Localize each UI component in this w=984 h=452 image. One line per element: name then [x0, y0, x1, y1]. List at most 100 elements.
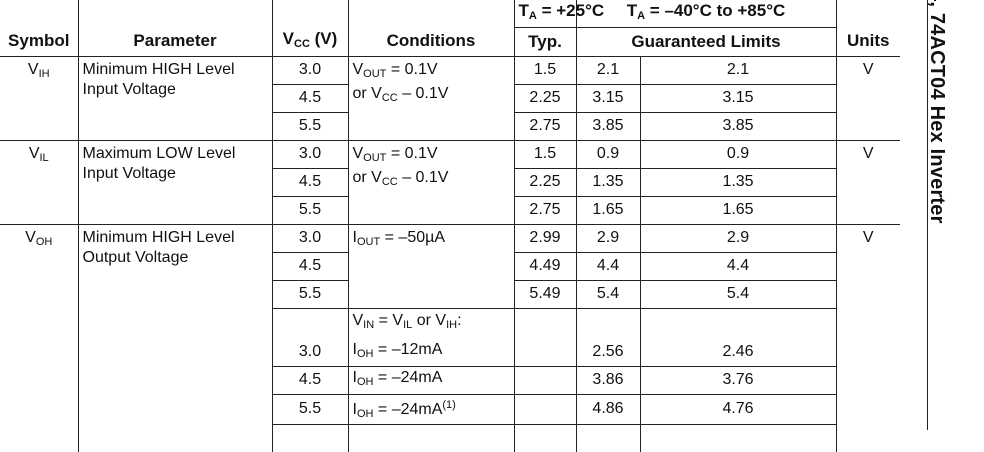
parameter-vil: Maximum LOW Level Input Voltage: [77, 140, 272, 224]
vcc-cell: 5.5: [271, 112, 348, 140]
header-ta-25: TA = +25°C: [513, 0, 604, 28]
table-row: 4.5 2.25 3.15 3.15: [0, 84, 901, 112]
limit-25-cell: 5.4: [575, 280, 640, 308]
vcc-cell: 3.0: [271, 338, 348, 366]
conditions-ioh-text: = –24mA: [377, 400, 443, 418]
table-row: 5.5 5.49 5.4 5.4: [0, 280, 901, 308]
conditions-vil-line2a: or V: [352, 168, 382, 186]
header-parameter: Parameter: [77, 27, 272, 56]
vcc-cell: 4.5: [271, 84, 348, 112]
typ-cell: 2.75: [513, 112, 576, 140]
parameter-vil-line2: Input Voltage: [82, 164, 176, 182]
table-row: 4.5 IOH = –24mA 3.86 3.76: [0, 366, 901, 394]
limit-range-cell: 2.9: [639, 224, 837, 252]
limit-25-cell: 1.65: [575, 196, 640, 224]
conditions-vil: VOUT = 0.1V or VCC – 0.1V: [347, 140, 514, 224]
units-voh: V: [835, 224, 901, 452]
parameter-voh: Minimum HIGH Level Output Voltage: [77, 224, 272, 452]
footnote-ref: (1): [442, 398, 456, 411]
table-row: 5.5 IOH = –24mA(1) 4.86 4.76: [0, 394, 901, 424]
dc-characteristics-table: TA = +25°C TA = –40°C to +85°C Symbol Pa…: [0, 0, 901, 452]
conditions-vih-line2a: or V: [352, 84, 382, 102]
header-symbol: Symbol: [8, 31, 70, 51]
limit-25-cell: 1.35: [575, 168, 640, 196]
conditions-ioh-text: = –24mA: [377, 369, 443, 386]
parameter-vih-line1: Minimum HIGH Level: [82, 60, 235, 78]
conditions-vin-a: = V: [378, 312, 404, 330]
vcc-cell: 3.0: [271, 140, 348, 168]
vcc-cell: 4.5: [271, 168, 348, 196]
units-vih: V: [835, 56, 901, 140]
limit-range-cell: 1.35: [639, 168, 837, 196]
table-row: VIH Minimum HIGH Level Input Voltage 3.0 …: [0, 56, 901, 140]
conditions-voh: IOUT = –50µA: [347, 224, 514, 308]
header-units: Units: [835, 27, 901, 56]
conditions-vin: VIN = VIL or VIH:: [347, 308, 514, 338]
symbol-voh: VOH: [25, 228, 53, 248]
vcc-cell: 4.5: [271, 252, 348, 280]
conditions-vin-c: :: [457, 312, 462, 330]
conditions-vih: VOUT = 0.1V or VCC – 0.1V: [347, 56, 514, 140]
limit-25-cell: 4.4: [575, 252, 640, 280]
typ-cell: 5.49: [513, 280, 576, 308]
typ-cell: 2.75: [513, 196, 576, 224]
conditions-vih-line1: = 0.1V: [390, 60, 438, 78]
limit-range-cell: 5.4: [639, 280, 837, 308]
parameter-vih: Minimum HIGH Level Input Voltage: [77, 56, 272, 140]
vcc-cell: 3.0: [271, 56, 348, 84]
header-conditions: Conditions: [347, 27, 514, 56]
limit-25-cell: 2.9: [575, 224, 640, 252]
typ-cell: 2.25: [513, 84, 576, 112]
conditions-ioh-text: = –12mA: [377, 340, 443, 358]
typ-cell: 4.49: [513, 252, 576, 280]
limit-range-cell: 2.46: [639, 338, 837, 366]
conditions-ioh: IOH = –24mA: [347, 366, 514, 394]
table-row: 3.0 IOH = –12mA 2.56 2.46: [0, 338, 900, 366]
limit-25-cell: 0.9: [575, 140, 640, 168]
header-ta-25-text: = +25°C: [541, 0, 605, 20]
typ-cell: 1.5: [513, 140, 576, 168]
header-vcc-unit: (V): [314, 28, 338, 48]
header-ta-range: TA = –40°C to +85°C: [575, 0, 837, 28]
conditions-vil-line1: = 0.1V: [390, 144, 438, 162]
side-title-text: 4, 74ACT04 Hex Inverter: [926, 0, 948, 224]
limit-25-cell: 2.1: [575, 56, 640, 84]
limit-range-cell: 3.15: [639, 84, 837, 112]
symbol-vil: VIL: [28, 144, 49, 164]
limit-range-cell: 1.65: [639, 196, 837, 224]
limit-range-cell: 2.1: [639, 56, 837, 84]
typ-cell: 2.99: [513, 224, 576, 252]
table-row: VOH Minimum HIGH Level Output Voltage 3.0…: [0, 224, 901, 452]
parameter-vih-line2: Input Voltage: [82, 80, 176, 98]
limit-range-cell: 3.85: [639, 112, 837, 140]
conditions-ioh: IOH = –12mA: [347, 338, 514, 366]
limit-25-cell: 3.15: [575, 84, 640, 112]
limit-range-cell: 4.76: [639, 394, 837, 424]
vcc-cell: 4.5: [271, 366, 348, 394]
limit-range-cell: 0.9: [639, 140, 837, 168]
conditions-vin-b: or V: [416, 312, 447, 330]
parameter-voh-line2: Output Voltage: [82, 248, 189, 266]
table-row: 4.5 4.49 4.4 4.4: [0, 252, 901, 280]
vcc-cell: 3.0: [271, 224, 348, 252]
header-guaranteed-limits: Guaranteed Limits: [575, 27, 837, 56]
side-title: 4, 74ACT04 Hex Inverter: [926, 0, 975, 430]
limit-25-cell: 3.86: [575, 366, 640, 394]
conditions-vil-line2b: – 0.1V: [402, 168, 449, 186]
limit-25-cell: 4.86: [575, 394, 640, 424]
limit-25-cell: 2.56: [575, 338, 640, 366]
units-vil: V: [835, 140, 901, 224]
vcc-cell: 5.5: [271, 280, 348, 308]
parameter-vil-line1: Maximum LOW Level: [82, 144, 236, 162]
header-vcc: VCC (V): [271, 27, 348, 56]
vcc-cell: 5.5: [271, 394, 348, 424]
table-row: VIN = VIL or VIH:: [0, 308, 901, 338]
parameter-voh-line1: Minimum HIGH Level: [82, 228, 235, 246]
header-ta-range-text: = –40°C to +85°C: [649, 0, 786, 20]
table-row: 5.5 2.75 3.85 3.85: [0, 112, 901, 140]
symbol-vih: VIH: [27, 60, 50, 80]
limit-range-cell: 4.4: [639, 252, 837, 280]
limit-range-cell: 3.76: [639, 366, 837, 394]
header-typ: Typ.: [513, 27, 576, 56]
typ-cell: 2.25: [513, 168, 576, 196]
